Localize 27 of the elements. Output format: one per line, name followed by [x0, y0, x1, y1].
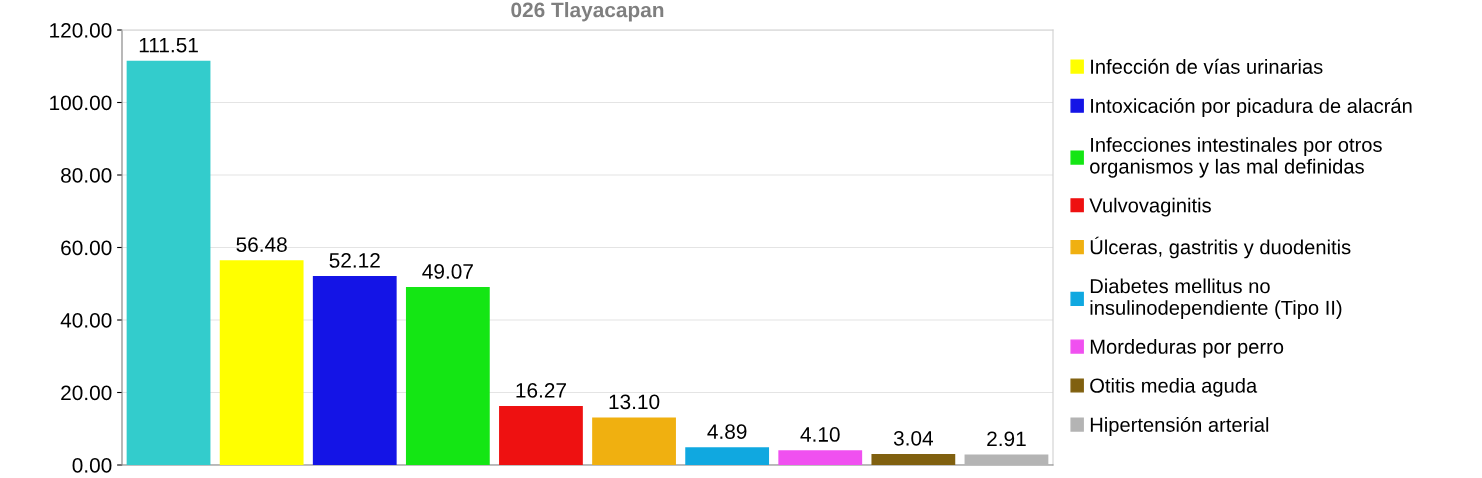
y-tick-label: 80.00: [61, 168, 112, 183]
data-label: 111.51: [139, 37, 198, 53]
chart-title: 026 Tlayacapan: [511, 2, 664, 22]
legend-label: Úlceras, gastritis y duodenitis: [1090, 236, 1351, 259]
legend-label: Intoxicación por picadura de alacrán: [1091, 98, 1412, 118]
data-label: 16.27: [516, 382, 566, 398]
data-label: 49.07: [422, 264, 473, 279]
data-label: 3.04: [893, 430, 934, 446]
data-label: 56.48: [236, 237, 287, 252]
y-tick-label: 0.00: [72, 458, 112, 473]
legend-label: Hipertensión arterial: [1090, 416, 1269, 436]
y-tick-label: 20.00: [61, 385, 112, 401]
data-label: 4.89: [707, 424, 747, 439]
legend-label: Infección de vías urinarias: [1091, 58, 1323, 74]
y-tick-label: 60.00: [61, 240, 112, 256]
data-label: 52.12: [329, 253, 380, 268]
y-tick-label: 100.00: [50, 95, 112, 111]
legend-label: Mordeduras por perro: [1090, 339, 1284, 358]
data-label: 2.91: [987, 431, 1026, 447]
y-tick-label: 120.00: [50, 23, 112, 38]
legend-label: Diabetes mellitus no insulinodependiente (Tipo II): [1090, 278, 1342, 319]
legend-label: Vulvovaginitis: [1089, 197, 1211, 217]
legend-label: Infecciones intestinales por otros organismos y las mal definidas: [1090, 137, 1382, 178]
legend-label: Otitis media aguda: [1090, 377, 1258, 397]
data-label: 13.10: [609, 394, 660, 410]
data-label: 4.10: [800, 427, 840, 442]
y-tick-label: 40.00: [60, 313, 112, 328]
